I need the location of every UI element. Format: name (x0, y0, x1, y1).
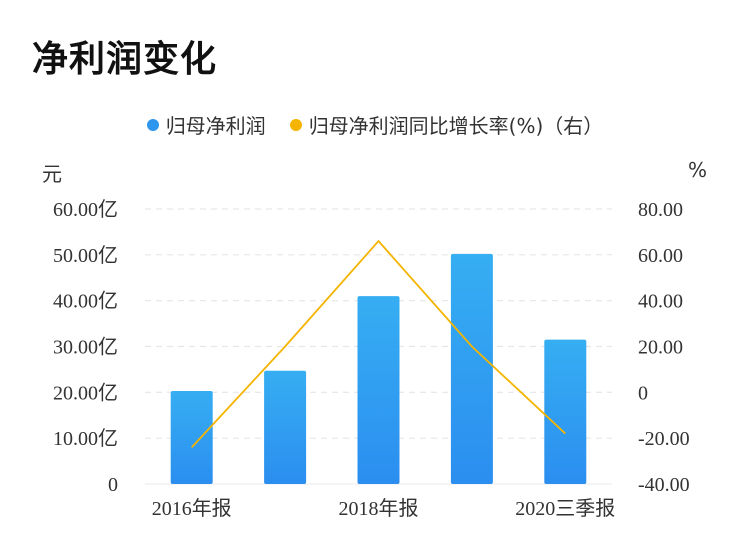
axis-labels: 0 10.00亿 20.00亿 30.00亿 40.00亿 50.00亿 60.00亿 -40… (53, 198, 690, 520)
y-right-tick-label: 0 (638, 382, 648, 404)
legend: 归母净利润 归母净利润同比增长率(%)（右） (0, 110, 750, 139)
bar-series (170, 253, 587, 484)
y-right-tick-label: 60.00 (638, 245, 683, 267)
growth-rate-line[interactable] (191, 239, 566, 448)
y-left-tick-label: 40.00亿 (53, 290, 118, 313)
legend-label-net-profit: 归母净利润 (165, 114, 266, 138)
x-tick-label: 2016年报 (152, 497, 232, 520)
bar[interactable] (450, 253, 493, 484)
chart-title: 净利润变化 (32, 39, 218, 80)
y-right-tick-label: 20.00 (638, 337, 683, 359)
x-tick-label: 2018年报 (339, 497, 419, 520)
y-left-tick-label: 60.00亿 (53, 198, 118, 221)
y-right-tick-label: 80.00 (638, 199, 683, 221)
line-series (191, 239, 566, 448)
y-right-tick-label: -40.00 (638, 474, 690, 496)
legend-label-growth-rate: 归母净利润同比增长率(%)（右） (308, 114, 604, 138)
bar[interactable] (264, 370, 307, 484)
y-left-tick-label: 0 (108, 474, 118, 496)
x-tick-label: 2020三季报 (515, 497, 615, 520)
bar[interactable] (170, 390, 213, 484)
legend-dot-blue-icon (146, 118, 159, 131)
legend-item-net-profit[interactable]: 归母净利润 (146, 110, 266, 139)
right-axis-unit: % (688, 158, 708, 182)
y-left-tick-label: 30.00亿 (53, 336, 118, 359)
bar[interactable] (544, 339, 587, 484)
y-left-tick-label: 10.00亿 (53, 427, 118, 450)
y-left-tick-label: 20.00亿 (53, 381, 118, 404)
bar[interactable] (357, 296, 400, 484)
y-left-tick-label: 50.00亿 (53, 244, 118, 267)
left-axis-unit: 元 (42, 162, 62, 186)
y-right-tick-label: -20.00 (638, 428, 690, 450)
legend-item-growth-rate[interactable]: 归母净利润同比增长率(%)（右） (289, 110, 604, 139)
legend-dot-yellow-icon (289, 118, 302, 131)
y-right-tick-label: 40.00 (638, 291, 683, 313)
